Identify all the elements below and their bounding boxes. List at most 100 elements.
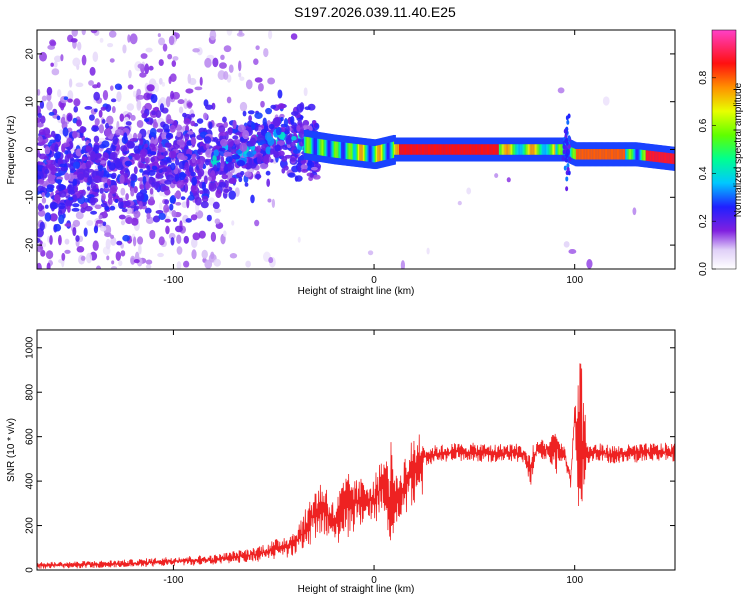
heat-cell: [60, 116, 66, 125]
heat-cell: [129, 255, 136, 265]
heat-cell: [158, 77, 163, 85]
heat-cell: [225, 156, 233, 163]
spectrogram-heatmap: [37, 30, 675, 269]
heat-cell: [260, 100, 265, 108]
heat-cell: [81, 156, 87, 161]
heat-cell: [71, 194, 78, 203]
heat-cell: [204, 259, 213, 269]
heat-cell: [563, 165, 567, 171]
colorbar: 0.0 0.2 0.4 0.6 0.8 Normalized spectral ampl…: [698, 29, 744, 276]
heat-cell: [37, 210, 46, 217]
heat-cell: [67, 205, 71, 213]
heat-cell: [213, 149, 219, 157]
heat-cell: [130, 188, 135, 197]
snr-plot-area: [37, 330, 675, 570]
heat-cell: [210, 251, 215, 260]
heat-cell: [242, 129, 250, 140]
heat-cell: [110, 266, 118, 269]
heat-cell: [111, 172, 117, 178]
heat-cell: [157, 33, 161, 38]
heat-cell: [233, 139, 241, 145]
heat-cell: [201, 249, 208, 259]
heat-cell: [566, 148, 570, 154]
heat-cell: [128, 69, 132, 79]
y-tick-label: 600: [25, 428, 36, 445]
heat-cell: [187, 73, 192, 84]
heat-cell: [227, 161, 235, 171]
heat-cell: [46, 262, 51, 269]
heat-cell: [150, 93, 158, 104]
heat-cell: [143, 118, 150, 123]
heat-cell: [37, 191, 41, 195]
heat-cell: [38, 153, 47, 160]
heat-cell: [280, 117, 284, 122]
colorbar-gradient: [712, 30, 736, 269]
heat-cell: [64, 249, 71, 254]
heat-cell: [300, 164, 308, 170]
heat-cell: [245, 79, 253, 90]
heat-cell: [277, 103, 285, 110]
heat-cell: [227, 138, 234, 147]
heat-cell: [172, 217, 178, 222]
heat-cell: [191, 176, 198, 186]
heat-cell: [90, 150, 97, 161]
heat-cell: [80, 255, 86, 261]
heat-cell: [133, 166, 138, 175]
heat-cell: [222, 116, 227, 123]
heat-cell: [110, 144, 116, 151]
heat-cell: [204, 57, 212, 68]
heat-cell: [137, 63, 145, 69]
heat-cell: [118, 260, 123, 267]
heat-cell: [76, 246, 85, 253]
heat-cell: [105, 238, 111, 250]
heat-cell: [37, 262, 42, 269]
heat-cell: [67, 98, 73, 103]
heat-cell: [61, 252, 66, 261]
heat-cell: [73, 185, 79, 193]
heat-cell: [149, 229, 156, 240]
heat-cell: [130, 173, 137, 181]
heat-cell: [68, 78, 73, 88]
heat-cell: [566, 166, 570, 172]
heat-cell: [256, 155, 262, 165]
colorbar-ticks: 0.0 0.2 0.4 0.6 0.8: [698, 70, 716, 276]
heat-cell: [111, 260, 115, 265]
heat-cell: [78, 189, 84, 194]
heat-cell: [145, 181, 150, 191]
heat-cell: [190, 214, 198, 221]
heat-cell: [37, 148, 40, 158]
heat-cell: [129, 138, 138, 142]
heat-cell: [172, 91, 181, 100]
heat-cell: [226, 96, 232, 104]
heat-cell: [229, 253, 238, 259]
heat-cell: [108, 30, 117, 38]
heat-cell: [151, 165, 158, 171]
heat-cell: [273, 153, 279, 158]
heat-cell: [566, 163, 570, 169]
heat-cell: [567, 113, 571, 119]
heat-cell: [71, 207, 80, 212]
heat-cell: [45, 187, 54, 193]
heat-cell: [169, 196, 175, 204]
heat-cell: [133, 210, 141, 219]
heat-cell: [564, 157, 568, 163]
heat-cell: [568, 248, 577, 255]
heat-cell: [144, 207, 152, 214]
x-tick-label: 100: [566, 275, 583, 286]
heat-cell: [146, 212, 151, 220]
heat-cell: [186, 101, 193, 108]
heat-cell: [212, 57, 219, 68]
heat-cell: [48, 111, 55, 116]
heat-cell: [73, 98, 81, 107]
heat-cell: [127, 34, 131, 43]
heat-cell: [41, 192, 46, 198]
heat-cell: [236, 159, 246, 167]
heat-cell: [120, 220, 126, 226]
heat-cell: [203, 112, 208, 120]
heat-cell: [223, 165, 228, 173]
heat-cell: [93, 144, 100, 152]
heat-cell: [136, 120, 144, 128]
colorbar-tick-label: 0.8: [698, 70, 709, 84]
heat-cell: [199, 76, 203, 86]
heat-cell: [565, 186, 569, 192]
